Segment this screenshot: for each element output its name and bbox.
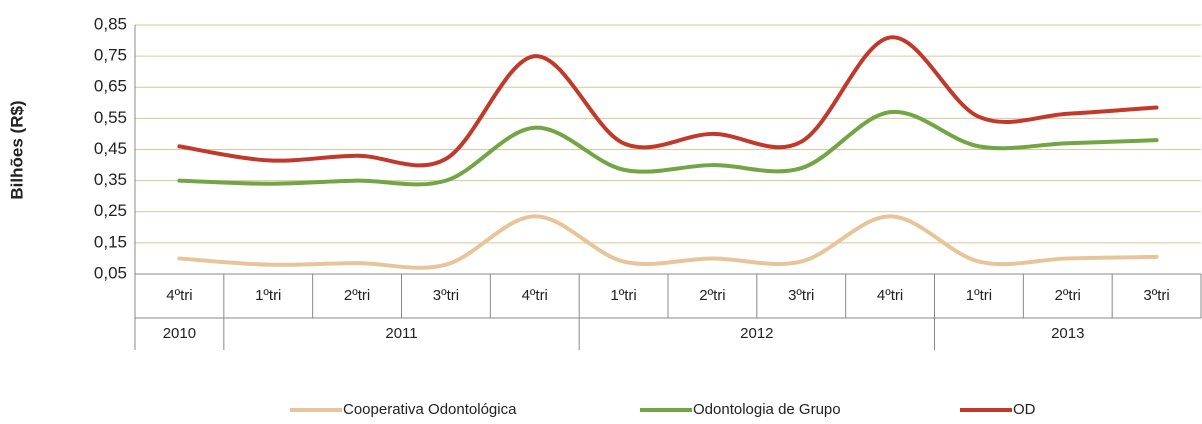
- y-tick-label: 0,35: [94, 170, 127, 189]
- y-tick-label: 0,05: [94, 263, 127, 282]
- line-series: [177, 214, 1159, 270]
- year-label: 2010: [163, 325, 196, 342]
- year-label: 2013: [1051, 325, 1084, 342]
- x-tick-label: 1ºtri: [966, 287, 992, 304]
- y-tick-label: 0,75: [94, 46, 127, 65]
- x-tick-label: 2ºtri: [699, 287, 725, 304]
- line-series: [177, 35, 1159, 168]
- y-tick-label: 0,15: [94, 232, 127, 251]
- year-label: 2011: [385, 325, 417, 342]
- legend-label: Odontologia de Grupo: [693, 401, 841, 418]
- x-tick-label: 3ºtri: [788, 287, 814, 304]
- x-tick-label: 1ºtri: [255, 287, 281, 304]
- x-tick-label: 4ºtri: [877, 287, 903, 304]
- x-tick-label: 3ºtri: [433, 287, 459, 304]
- x-tick-label: 2ºtri: [344, 287, 370, 304]
- y-tick-label: 0,55: [94, 108, 127, 127]
- legend-label: Cooperativa Odontológica: [343, 401, 517, 418]
- x-tick-label: 2ºtri: [1055, 287, 1081, 304]
- x-tick-label: 3ºtri: [1143, 287, 1169, 304]
- y-axis-title: Bilhões (R$): [7, 100, 26, 199]
- y-tick-label: 0,25: [94, 201, 127, 220]
- year-label: 2012: [740, 325, 773, 342]
- legend-label: OD: [1013, 401, 1036, 418]
- y-tick-label: 0,65: [94, 77, 127, 96]
- x-tick-label: 4ºtri: [166, 287, 192, 304]
- y-tick-label: 0,85: [94, 14, 127, 33]
- x-tick-label: 1ºtri: [610, 287, 636, 304]
- line-series: [177, 110, 1159, 187]
- y-tick-label: 0,45: [94, 139, 127, 158]
- x-tick-label: 4ºtri: [522, 287, 548, 304]
